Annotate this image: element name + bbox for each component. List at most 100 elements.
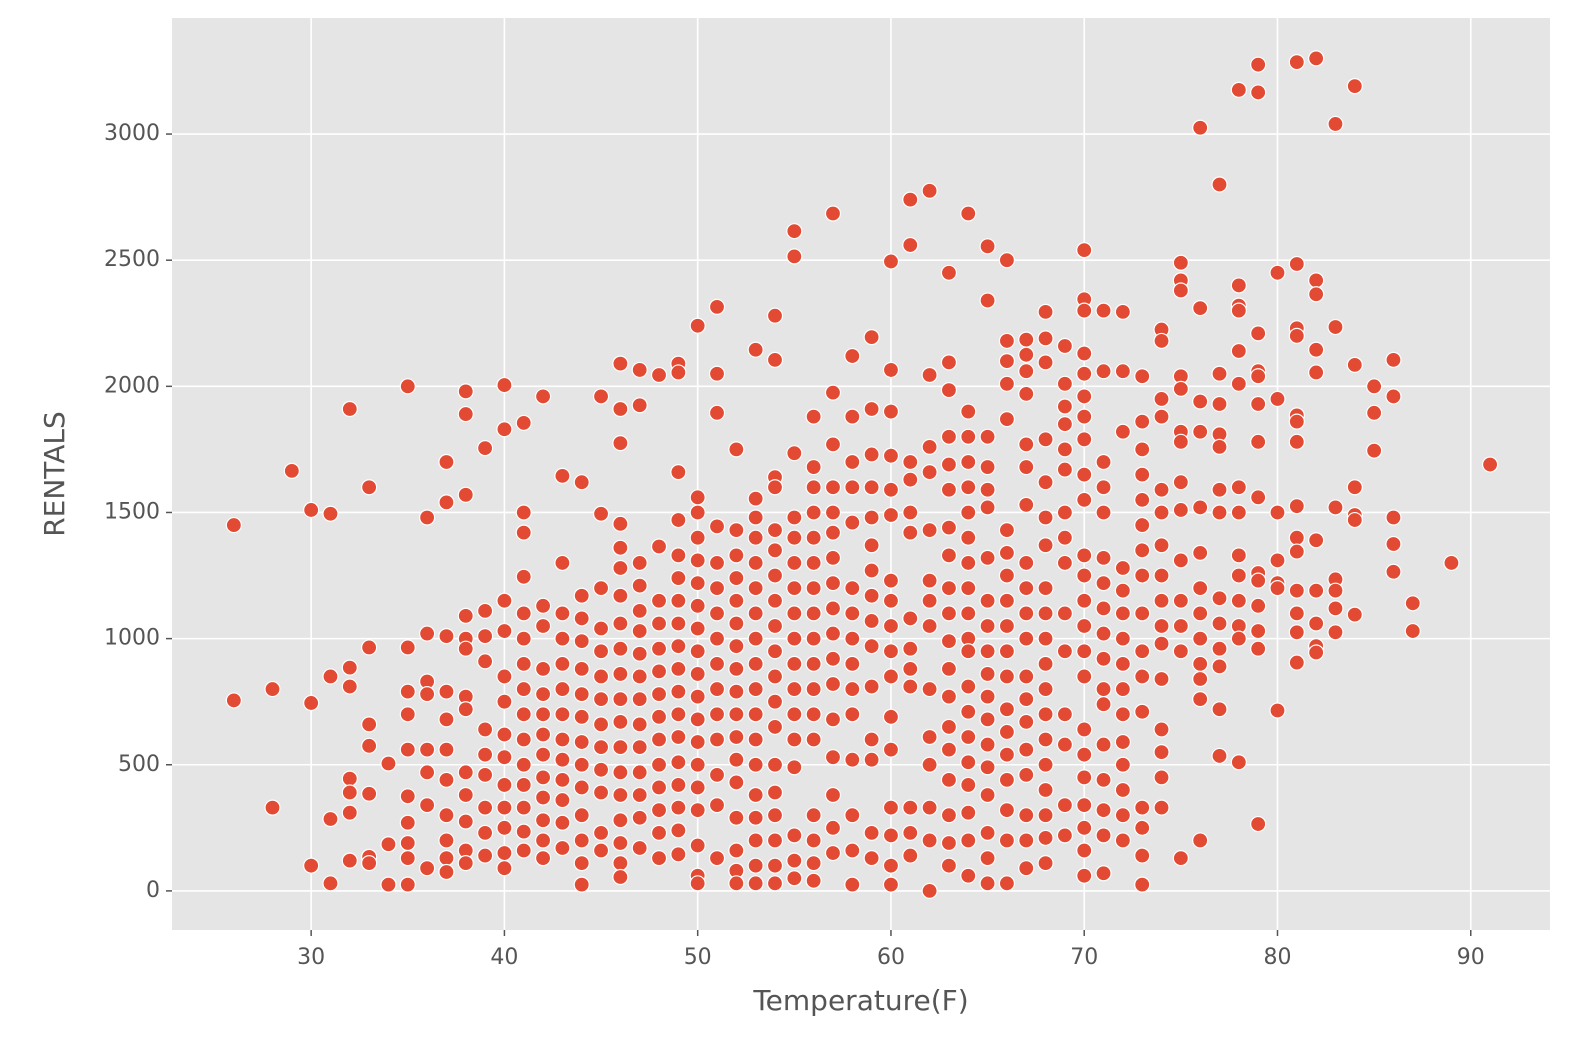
point bbox=[708, 766, 726, 783]
point bbox=[708, 797, 726, 814]
point bbox=[998, 643, 1016, 660]
point bbox=[1114, 706, 1131, 723]
point bbox=[805, 605, 822, 622]
point bbox=[225, 516, 242, 534]
point bbox=[940, 807, 958, 824]
point bbox=[805, 479, 822, 496]
point bbox=[670, 754, 687, 771]
point bbox=[1114, 363, 1131, 380]
point bbox=[786, 445, 803, 462]
point bbox=[786, 630, 803, 647]
point bbox=[998, 701, 1016, 718]
point bbox=[515, 706, 532, 723]
point bbox=[612, 434, 629, 452]
point bbox=[1095, 696, 1112, 713]
point bbox=[438, 863, 455, 881]
point bbox=[1134, 542, 1151, 559]
point bbox=[1037, 731, 1054, 748]
point bbox=[612, 834, 629, 852]
point bbox=[998, 411, 1016, 428]
point bbox=[766, 718, 784, 736]
point bbox=[592, 761, 610, 778]
point bbox=[708, 655, 726, 672]
point bbox=[1037, 807, 1054, 824]
point bbox=[1404, 595, 1421, 612]
point bbox=[747, 490, 764, 507]
point bbox=[960, 205, 977, 222]
point bbox=[1211, 438, 1228, 455]
point bbox=[438, 711, 455, 728]
point bbox=[515, 731, 532, 748]
point bbox=[960, 703, 977, 720]
point bbox=[882, 361, 900, 379]
point bbox=[476, 746, 494, 763]
point bbox=[1172, 433, 1189, 450]
point bbox=[766, 567, 784, 584]
point bbox=[882, 506, 900, 524]
point bbox=[515, 799, 532, 816]
point bbox=[1153, 769, 1170, 786]
point bbox=[438, 849, 455, 867]
point bbox=[689, 643, 706, 660]
point bbox=[1056, 736, 1073, 753]
point bbox=[766, 832, 784, 849]
point bbox=[1366, 378, 1383, 395]
point bbox=[689, 837, 706, 854]
point bbox=[612, 665, 629, 683]
point bbox=[1153, 617, 1170, 635]
point bbox=[496, 668, 513, 685]
point bbox=[979, 499, 996, 516]
point bbox=[921, 438, 938, 455]
point bbox=[612, 786, 629, 804]
point bbox=[979, 549, 996, 566]
point bbox=[573, 855, 590, 872]
point bbox=[708, 680, 726, 698]
point bbox=[940, 354, 958, 371]
point bbox=[1192, 300, 1209, 317]
point bbox=[1250, 640, 1267, 657]
point bbox=[1018, 363, 1035, 380]
point bbox=[1443, 554, 1460, 572]
point bbox=[1134, 819, 1151, 836]
point bbox=[689, 756, 706, 773]
point bbox=[496, 860, 513, 877]
point bbox=[844, 408, 861, 425]
point bbox=[438, 741, 455, 758]
point bbox=[1018, 385, 1035, 403]
point bbox=[1134, 368, 1151, 385]
point bbox=[612, 355, 629, 372]
point bbox=[1192, 605, 1209, 622]
point bbox=[882, 857, 900, 874]
point bbox=[1056, 416, 1073, 433]
point bbox=[689, 711, 706, 728]
point bbox=[863, 731, 880, 748]
point bbox=[1269, 504, 1286, 521]
point bbox=[1192, 423, 1209, 440]
point bbox=[670, 683, 687, 700]
point bbox=[844, 876, 861, 893]
point bbox=[573, 633, 590, 650]
point bbox=[921, 464, 938, 481]
point bbox=[438, 832, 455, 849]
point bbox=[1056, 797, 1073, 814]
point bbox=[1114, 605, 1131, 622]
point bbox=[670, 728, 687, 746]
point bbox=[1230, 592, 1247, 609]
point bbox=[882, 481, 900, 498]
point bbox=[1134, 643, 1151, 660]
point bbox=[1076, 643, 1093, 660]
point bbox=[1076, 819, 1093, 836]
point bbox=[689, 620, 706, 637]
point bbox=[1172, 592, 1189, 609]
point bbox=[496, 819, 513, 836]
point bbox=[979, 428, 996, 445]
point bbox=[1481, 456, 1499, 473]
point bbox=[1134, 516, 1151, 534]
point bbox=[805, 554, 822, 572]
point bbox=[805, 832, 822, 849]
point bbox=[1076, 241, 1093, 259]
point bbox=[1076, 491, 1093, 508]
point bbox=[264, 680, 281, 698]
point bbox=[747, 605, 764, 622]
point bbox=[1037, 605, 1054, 622]
